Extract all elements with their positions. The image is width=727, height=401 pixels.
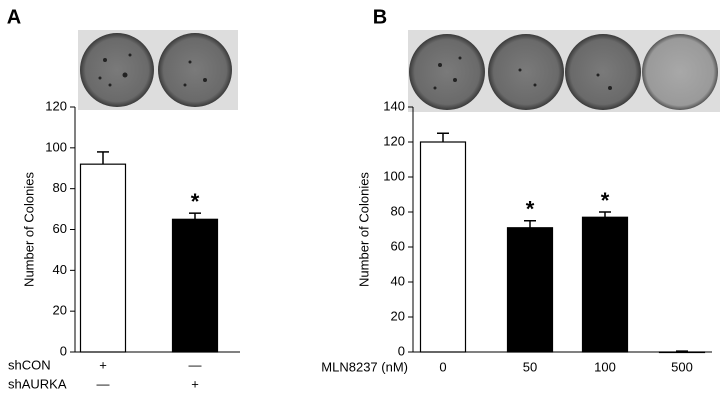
- y-tick-label: 140: [383, 98, 405, 113]
- y-axis-label: Number of Colonies: [21, 172, 36, 287]
- row-cell: +: [99, 357, 107, 372]
- bar: [171, 218, 219, 353]
- x-tick-label: 50: [523, 359, 537, 374]
- y-tick-label: 0: [398, 343, 405, 358]
- row-label: shAURKA: [8, 376, 67, 391]
- y-tick-label: 120: [383, 133, 405, 148]
- bar: [79, 163, 127, 353]
- row-label: shCON: [8, 357, 51, 372]
- y-tick-label: 100: [383, 168, 405, 183]
- y-tick-label: 40: [53, 262, 67, 277]
- y-tick-label: 40: [391, 273, 405, 288]
- y-tick-label: 20: [53, 303, 67, 318]
- y-tick-label: 120: [45, 98, 67, 113]
- y-tick-label: 80: [53, 180, 67, 195]
- row-cell: —: [189, 357, 202, 372]
- bar: [581, 216, 629, 353]
- bar: [506, 227, 554, 353]
- dish-photos: [78, 30, 720, 112]
- y-tick-label: 0: [60, 343, 67, 358]
- x-tick-label: 500: [671, 359, 693, 374]
- x-tick-label: 100: [594, 359, 616, 374]
- y-tick-label: 80: [391, 203, 405, 218]
- significance-marker: *: [191, 189, 200, 214]
- panel-label: A: [7, 6, 21, 28]
- panel-label: B: [373, 6, 387, 28]
- x-tick-label: 0: [439, 359, 446, 374]
- y-tick-label: 60: [391, 238, 405, 253]
- significance-marker: *: [601, 188, 610, 213]
- y-tick-label: 20: [391, 308, 405, 323]
- bar: [658, 351, 706, 354]
- row-cell: —: [97, 376, 110, 391]
- significance-marker: *: [526, 197, 535, 222]
- x-axis-label: MLN8237 (nM): [321, 359, 408, 374]
- row-cell: +: [191, 376, 199, 391]
- bar: [419, 141, 467, 353]
- y-tick-label: 60: [53, 221, 67, 236]
- y-axis-label: Number of Colonies: [356, 172, 371, 287]
- y-tick-label: 100: [45, 139, 67, 154]
